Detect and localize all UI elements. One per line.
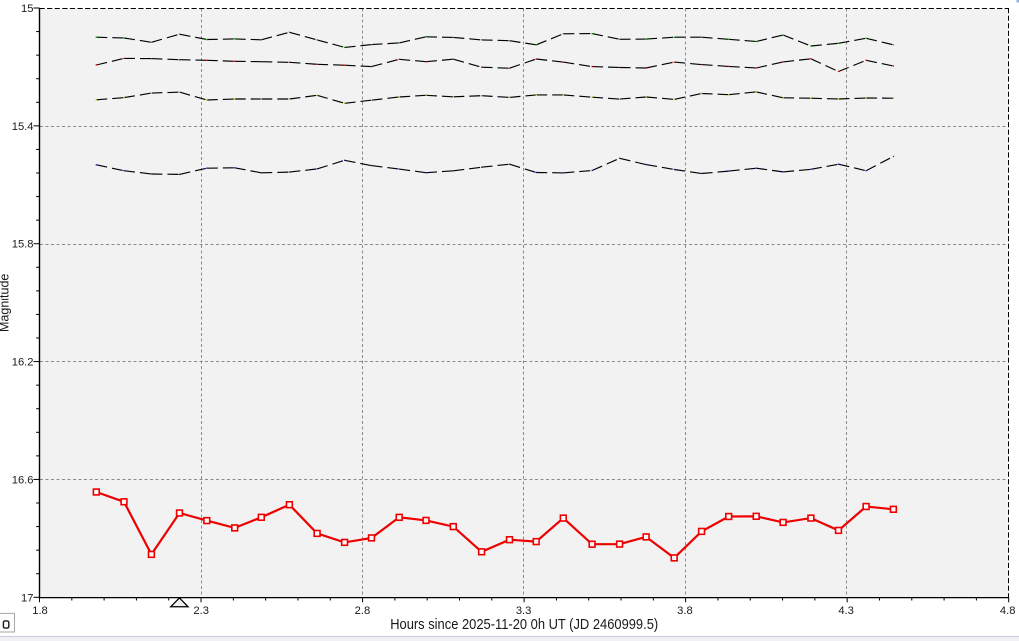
svg-text:2.3: 2.3 — [193, 605, 209, 617]
svg-text:15.4: 15.4 — [12, 121, 34, 133]
svg-text:Hours since 2025-11-20 0h UT (: Hours since 2025-11-20 0h UT (JD 2460999… — [390, 617, 658, 633]
svg-text:17: 17 — [21, 592, 33, 604]
svg-text:16.2: 16.2 — [12, 357, 34, 369]
svg-text:1.8: 1.8 — [32, 605, 48, 617]
svg-text:3.8: 3.8 — [677, 605, 693, 617]
svg-text:15.8: 15.8 — [12, 239, 34, 251]
svg-text:2.8: 2.8 — [355, 605, 371, 617]
svg-text:4.3: 4.3 — [838, 605, 854, 617]
svg-text:15: 15 — [21, 3, 33, 15]
svg-text:4.8: 4.8 — [1000, 605, 1016, 617]
svg-text:3.3: 3.3 — [516, 605, 532, 617]
svg-text:Magnitude: Magnitude — [0, 274, 12, 332]
svg-text:16.6: 16.6 — [12, 474, 34, 486]
